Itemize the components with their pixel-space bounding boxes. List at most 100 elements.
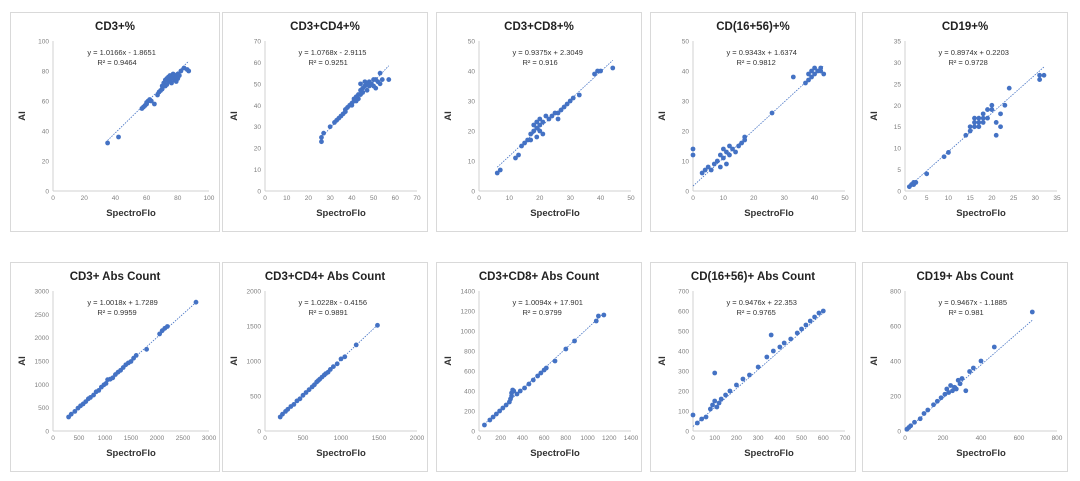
data-point [555,110,561,116]
x-tick-label: 100 [709,435,720,442]
data-point [319,135,324,140]
data-point [519,143,524,149]
x-tick-label: 10 [283,195,291,202]
x-tick-label: 1000 [334,435,349,442]
data-point [564,101,570,107]
trend-equation: y = 1.0768x - 2.9115 [298,48,366,57]
x-tick-label: 500 [74,435,85,442]
data-point [522,140,527,146]
data-point [998,124,1003,130]
data-point [807,318,813,324]
chart-panel: CD(16+56)+ Abs Count 0 100 200 300 400 500 600 7… [650,262,856,472]
x-tick-label: 100 [204,195,215,202]
data-point [921,411,927,416]
y-tick-label: 0 [685,189,689,196]
x-tick-label: 70 [413,195,421,202]
y-tick-label: 0 [45,189,49,196]
data-point [809,74,814,80]
x-tick-label: 20 [536,195,544,202]
y-tick-label: 30 [682,99,690,106]
chart-svg: CD(16+56)+% 0 10 20 30 40 50 0 10 20 30 40 50 Spectro… [657,21,849,219]
data-point [546,116,552,122]
chart-title: CD3+% [95,21,135,33]
data-point [812,71,817,77]
r-squared: R² = 0.916 [522,58,557,67]
chart-title: CD3+CD4+ Abs Count [265,271,386,283]
x-tick-label: 20 [988,195,996,202]
x-tick-label: 20 [750,195,758,202]
r-squared: R² = 0.9765 [736,308,775,317]
data-point [537,116,543,122]
data-point [540,119,546,125]
x-tick-label: 0 [477,435,481,442]
chart-panel: CD3+CD4+ Abs Count 0 500 1000 1500 2000 0 500 10… [222,262,428,472]
data-point [364,87,370,93]
data-point [714,404,720,410]
x-tick-label: 80 [174,195,182,202]
x-axis-label: SpectroFlo [530,208,580,219]
data-point [955,377,961,383]
y-tick-label: 1400 [461,289,476,296]
y-tick-label: 2000 [247,289,262,296]
r-squared: R² = 0.9891 [308,308,347,317]
chart-panel: CD3+CD4+% 0 10 20 30 40 50 60 70 0 10 20 30 40 50 60 70 S… [222,12,428,232]
y-tick-label: 0 [897,189,901,196]
data-point [1029,309,1035,315]
data-point [740,376,746,382]
data-point [503,402,509,408]
data-point [978,358,984,364]
data-point [297,396,303,402]
x-tick-label: 1400 [624,435,639,442]
y-axis-label: AI [229,356,240,366]
data-point [549,113,555,119]
data-point [925,407,931,413]
y-tick-label: 30 [254,124,262,131]
x-tick-label: 0 [477,195,481,202]
data-point [991,344,997,350]
data-point [714,158,720,164]
data-point [331,364,336,369]
x-tick-label: 600 [818,435,829,442]
y-tick-label: 500 [38,405,49,412]
chart-title: CD(16+56)+ Abs Count [691,271,815,283]
x-tick-label: 30 [567,195,575,202]
y-tick-label: 40 [42,129,50,136]
data-point [769,110,775,116]
x-tick-label: 40 [112,195,120,202]
data-point [703,414,709,420]
data-point [724,161,729,167]
data-point [707,406,713,412]
y-tick-label: 600 [678,309,689,316]
data-point [953,386,959,392]
y-tick-label: 5 [897,167,901,174]
x-axis-label: SpectroFlo [744,448,794,459]
data-point [133,353,139,358]
data-point [989,102,995,108]
data-point [152,101,157,107]
y-tick-label: 10 [468,159,476,166]
data-point [716,400,722,406]
data-point [985,115,990,121]
data-point [931,402,936,408]
data-point [358,81,363,87]
data-point [946,390,952,395]
r-squared: R² = 0.9251 [308,58,347,67]
data-point [598,68,603,74]
data-point [739,140,745,146]
data-point [717,152,723,158]
data-point [1037,77,1043,82]
y-tick-label: 800 [464,349,475,356]
x-tick-label: 50 [370,195,378,202]
data-point [934,398,940,404]
data-point [747,372,752,378]
data-point [169,80,174,86]
data-point [1006,85,1012,91]
x-tick-label: 800 [560,435,571,442]
data-point [777,344,783,350]
y-tick-label: 70 [254,39,262,46]
x-tick-label: 30 [781,195,789,202]
data-point [327,124,333,130]
x-tick-label: 0 [51,435,55,442]
data-point [972,124,977,130]
x-tick-label: 40 [348,195,356,202]
